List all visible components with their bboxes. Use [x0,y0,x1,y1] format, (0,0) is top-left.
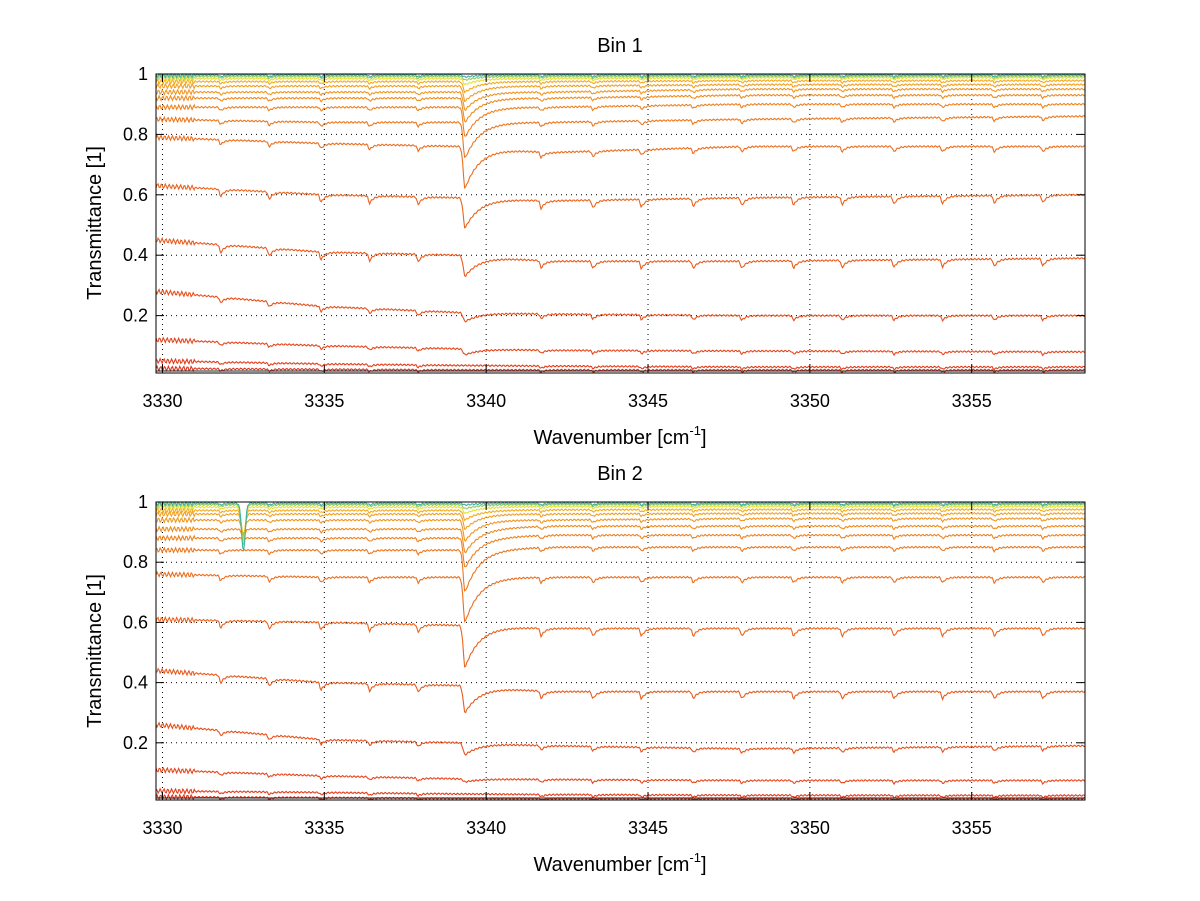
series-group [155,72,1086,374]
series-line-6 [155,615,1086,668]
y-axis-label: Transmittance [1] [84,146,106,300]
series-line-2 [155,357,1086,371]
series-line-3 [155,336,1086,357]
tick-group: 3330 3335 3340 3345 3350 3355 0.2 0.4 0.6 0.8 1 [123,492,1085,838]
series-line-6 [155,182,1086,229]
x-tick-label: 3345 [628,818,668,838]
y-tick-label: 0.6 [123,612,148,632]
x-tick-label: 3330 [142,818,182,838]
x-tick-label: 3345 [628,391,668,411]
plot-area [156,502,1085,800]
series-line-13 [155,506,1086,540]
series-line-14 [155,74,1086,86]
y-tick-label: 0.4 [123,245,148,265]
series-line-10 [155,93,1086,123]
series-line-15 [155,501,1086,546]
y-tick-label: 0.6 [123,185,148,205]
x-tick-label: 3330 [142,391,182,411]
y-tick-label: 0.2 [123,306,148,326]
x-axis-label-sup: -1 [689,850,701,865]
series-line-13 [155,77,1086,94]
series-line-4 [155,721,1086,756]
x-tick-label: 3350 [790,391,830,411]
series-line-15 [155,72,1086,81]
tick-group: 3330 3335 3340 3345 3350 3355 0.2 0.4 0.6 0.8 1 [123,64,1085,411]
chart-title: Bin 2 [597,463,643,485]
x-axis-label-main: Wavenumber [cm [533,427,689,449]
x-tick-label: 3340 [466,818,506,838]
panel-bin-2: 3330 3335 3340 3345 3350 3355 0.2 0.4 0.6 0.8 1 Bi… [84,463,1086,876]
series-line-12 [155,82,1086,102]
panel-bin-1: 3330 3335 3340 3345 3350 3355 0.2 0.4 0.6 0.8 1 Bi… [84,35,1086,449]
series-line-14 [155,503,1086,542]
series-line-11 [155,87,1086,112]
series-group [155,501,1086,801]
x-axis-label-end: ] [701,427,707,449]
x-axis-label: Wavenumber [cm-1] [533,423,706,449]
axes-box [155,501,1086,801]
x-tick-label: 3355 [952,818,992,838]
y-tick-label: 1 [138,64,148,84]
x-tick-label: 3340 [466,391,506,411]
x-axis-label: Wavenumber [cm-1] [533,850,706,876]
x-tick-label: 3335 [304,391,344,411]
series-line-5 [155,667,1086,714]
series-line-5 [155,236,1086,278]
y-tick-label: 0.8 [123,124,148,144]
x-tick-label: 3350 [790,818,830,838]
y-tick-label: 0.2 [123,733,148,753]
series-line-7 [155,570,1086,623]
series-line-9 [155,102,1086,137]
x-axis-label-sup: -1 [689,423,701,438]
chart-title: Bin 1 [597,35,643,57]
series-line-10 [155,524,1086,554]
y-axis-label: Transmittance [1] [84,574,106,728]
x-axis-label-main: Wavenumber [cm [533,854,689,876]
series-line-3 [155,766,1086,786]
series-line-12 [155,510,1086,537]
series-line-9 [155,533,1086,568]
series-line-7 [155,133,1086,190]
y-tick-label: 0.8 [123,552,148,572]
series-line-8 [156,545,1086,592]
series-line-8 [156,114,1086,159]
series-line-11 [155,516,1086,542]
y-tick-label: 1 [138,492,148,512]
series-line-4 [155,288,1086,323]
plot-area [156,74,1085,373]
x-tick-label: 3355 [952,391,992,411]
axes-box [155,73,1086,374]
y-tick-label: 0.4 [123,673,148,693]
series-line-2 [155,787,1086,799]
x-axis-label-end: ] [701,854,707,876]
x-tick-label: 3335 [304,818,344,838]
